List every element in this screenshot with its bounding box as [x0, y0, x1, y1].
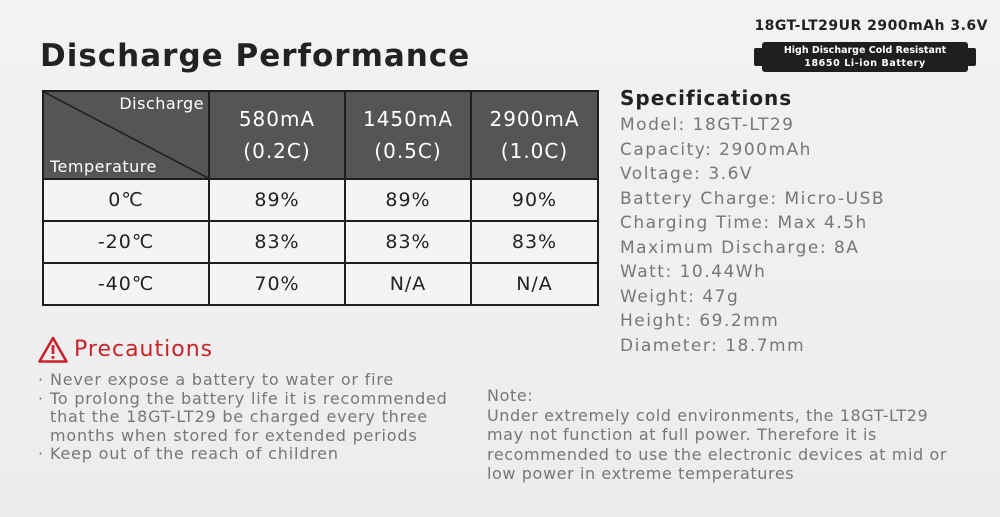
table-row: -40℃ 70% N/A N/A	[42, 262, 599, 306]
bullet-dot: ·	[38, 388, 44, 408]
spec-item: Diameter: 18.7mm	[620, 335, 806, 356]
note-text: Under extremely cold environments, the 1…	[487, 405, 948, 484]
precautions-list: · Never expose a battery to water or fire…	[38, 370, 478, 464]
corner-diagonal-line	[45, 93, 207, 177]
spec-item: Height: 69.2mm	[620, 311, 780, 331]
battery-terminal-left	[754, 48, 764, 66]
precaution-item: · Keep out of the reach of children	[38, 444, 478, 464]
battery-graphic: High Discharge Cold Resistant 18650 Li-i…	[752, 42, 978, 72]
column-current: 580mA	[238, 107, 316, 131]
value-cell: 90%	[470, 178, 599, 222]
column-rate: (1.0C)	[500, 139, 569, 163]
table-row: 0℃ 89% 89% 90%	[42, 178, 599, 222]
precautions-title: Precautions	[74, 337, 214, 362]
precaution-text: To prolong the battery life it is recomm…	[50, 388, 448, 445]
warning-icon	[38, 336, 68, 363]
spec-item: Watt: 10.44Wh	[620, 262, 767, 282]
spec-item: Weight: 47g	[620, 286, 740, 307]
corner-label-discharge: Discharge	[119, 94, 204, 113]
value-cell: 83%	[344, 220, 472, 264]
battery-body	[762, 42, 968, 72]
column-header: 580mA (0.2C)	[208, 90, 346, 180]
product-model-label: 18GT-LT29UR 2900mAh 3.6V	[754, 18, 988, 34]
battery-terminal-right	[966, 48, 976, 66]
battery-label-line1: High Discharge Cold Resistant	[783, 45, 947, 56]
precautions-heading: Precautions	[38, 336, 213, 363]
column-header: 2900mA (1.0C)	[470, 90, 599, 180]
value-cell: N/A	[470, 262, 599, 306]
column-header: 1450mA (0.5C)	[344, 90, 472, 180]
value-cell: 83%	[208, 220, 346, 264]
spec-item: Model: 18GT-LT29	[620, 115, 795, 135]
table-header-row: Discharge Temperature 580mA (0.2C) 1450m…	[42, 90, 599, 180]
specifications-title: Specifications	[620, 86, 793, 110]
discharge-performance-table: Discharge Temperature 580mA (0.2C) 1450m…	[42, 90, 599, 306]
note-label: Note:	[487, 386, 534, 405]
precaution-text: Keep out of the reach of children	[50, 444, 339, 463]
bullet-dot: ·	[38, 444, 44, 463]
specifications-list: Model: 18GT-LT29 Capacity: 2900mAh Volta…	[620, 113, 885, 358]
precaution-item: · To prolong the battery life it is recom…	[38, 388, 478, 446]
spec-item: Voltage: 3.6V	[620, 164, 754, 184]
bullet-dot: ·	[38, 370, 44, 389]
corner-label-temperature: Temperature	[50, 157, 157, 176]
value-cell: N/A	[344, 262, 472, 306]
temperature-cell: 0℃	[42, 178, 210, 222]
spec-item: Maximum Discharge: 8A	[620, 237, 860, 258]
column-rate: (0.5C)	[374, 139, 442, 163]
battery-label-line2: 18650 Li-ion Battery	[804, 58, 926, 69]
column-current: 1450mA	[362, 107, 454, 131]
value-cell: 70%	[208, 262, 346, 306]
spec-item: Charging Time: Max 4.5h	[620, 213, 868, 233]
table-corner-cell: Discharge Temperature	[42, 90, 210, 180]
page-title: Discharge Performance	[40, 38, 471, 74]
note-block: Note: Under extremely cold environments,…	[487, 386, 957, 484]
temperature-cell: -40℃	[42, 262, 210, 306]
table-row: -20℃ 83% 83% 83%	[42, 220, 599, 264]
value-cell: 89%	[208, 178, 346, 222]
column-current: 2900mA	[489, 107, 580, 131]
temperature-cell: -20℃	[42, 220, 210, 264]
precaution-text: Never expose a battery to water or fire	[50, 370, 395, 389]
spec-item: Battery Charge: Micro-USB	[620, 188, 886, 209]
value-cell: 83%	[470, 220, 599, 264]
spec-item: Capacity: 2900mAh	[620, 139, 812, 160]
precaution-item: · Never expose a battery to water or fire	[38, 370, 478, 390]
value-cell: 89%	[344, 178, 472, 222]
column-rate: (0.2C)	[243, 139, 311, 163]
